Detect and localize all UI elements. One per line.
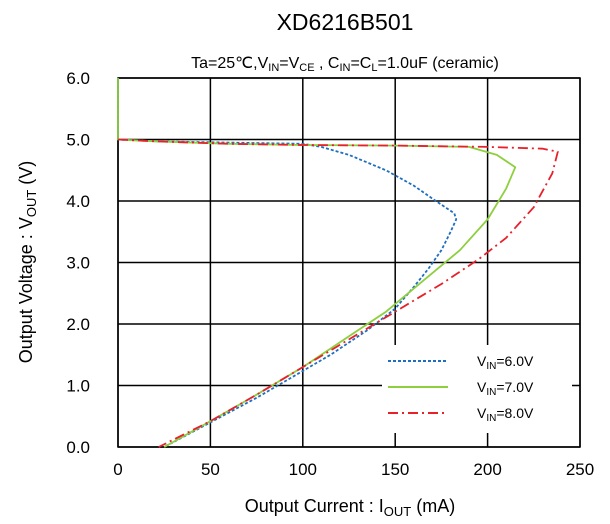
- series-lines: [117, 78, 559, 448]
- series-line-1: [117, 78, 458, 448]
- y-tick-label: 5.0: [66, 131, 90, 150]
- y-axis-label: Output Voltage : VOUT (V): [16, 161, 39, 364]
- x-tick-labels: 0 50 100 150 200 250: [113, 460, 594, 479]
- y-tick-label: 3.0: [66, 254, 90, 273]
- legend-label-1: VIN=6.0V: [477, 353, 534, 372]
- y-tick-label: 4.0: [66, 192, 90, 211]
- y-tick-label: 1.0: [66, 377, 90, 396]
- x-axis-label: Output Current : IOUT (mA): [245, 496, 456, 519]
- legend-label-2: VIN=7.0V: [477, 379, 534, 398]
- legend-label-3: VIN=8.0V: [477, 405, 534, 424]
- x-tick-label: 200: [473, 460, 501, 479]
- x-tick-label: 100: [289, 460, 317, 479]
- chart-subtitle: Ta=25℃,VIN=VCE , CIN=CL=1.0uF (ceramic): [191, 55, 499, 74]
- y-tick-label: 2.0: [66, 315, 90, 334]
- chart-title: XD6216B501: [277, 9, 414, 35]
- x-tick-label: 50: [201, 460, 220, 479]
- legend: VIN=6.0V VIN=7.0V VIN=8.0V: [388, 353, 534, 424]
- x-tick-label: 250: [566, 460, 594, 479]
- legend-box: [382, 345, 572, 433]
- series-line-3: [117, 138, 559, 448]
- y-tick-label: 0.0: [66, 438, 90, 457]
- y-tick-label: 6.0: [66, 69, 90, 88]
- plot-frame: [117, 77, 581, 448]
- y-tick-labels: 0.0 1.0 2.0 3.0 4.0 5.0 6.0: [66, 69, 90, 457]
- x-tick-label: 150: [381, 460, 409, 479]
- x-tick-label: 0: [113, 460, 122, 479]
